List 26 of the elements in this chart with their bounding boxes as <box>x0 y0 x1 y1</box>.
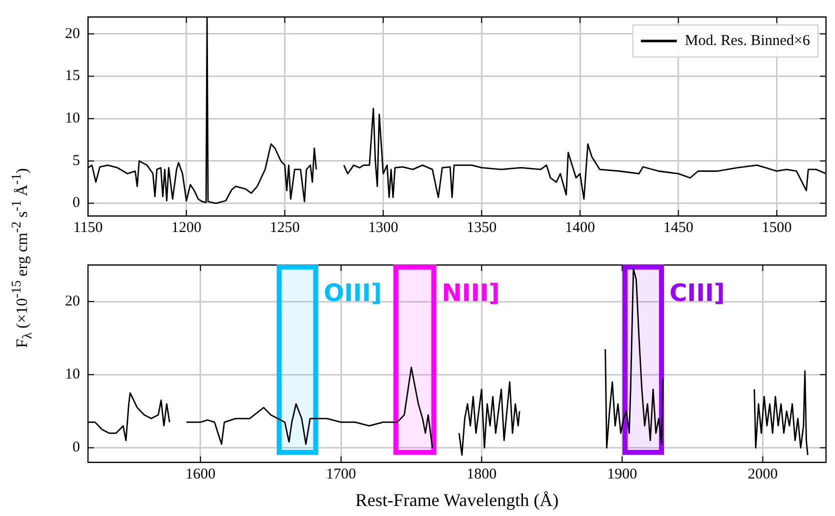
x-tick-label: 1250 <box>270 220 300 236</box>
legend-label: Mod. Res. Binned×6 <box>684 32 810 49</box>
x-tick-label: 2000 <box>748 466 778 482</box>
y-tick-label: 10 <box>65 366 80 383</box>
x-tick-label: 1200 <box>171 220 202 236</box>
x-tick-label: 1600 <box>185 466 216 482</box>
x-axis-title: Rest-Frame Wavelength (Å) <box>355 490 559 510</box>
x-tick-label: 1450 <box>663 220 694 236</box>
y-tick-label: 10 <box>65 110 80 127</box>
y-tick-label: 0 <box>72 195 80 212</box>
x-tick-label: 1700 <box>326 466 356 482</box>
x-tick-label: 1900 <box>607 466 638 482</box>
y-tick-label: 15 <box>65 68 80 84</box>
y-tick-label: 20 <box>65 293 80 310</box>
x-tick-label: 1800 <box>466 466 497 482</box>
band-label: OIII] <box>324 279 382 308</box>
x-tick-label: 1500 <box>762 220 792 236</box>
x-tick-label: 1350 <box>466 220 497 236</box>
y-tick-label: 20 <box>65 26 80 42</box>
y-tick-label: 0 <box>72 440 80 456</box>
y-tick-label: 5 <box>72 152 80 169</box>
band-label: NIII] <box>442 279 500 308</box>
band-label: CIII] <box>670 279 725 308</box>
x-tick-label: 1150 <box>73 220 103 236</box>
x-tick-label: 1300 <box>368 220 398 236</box>
x-tick-label: 1400 <box>565 220 595 236</box>
